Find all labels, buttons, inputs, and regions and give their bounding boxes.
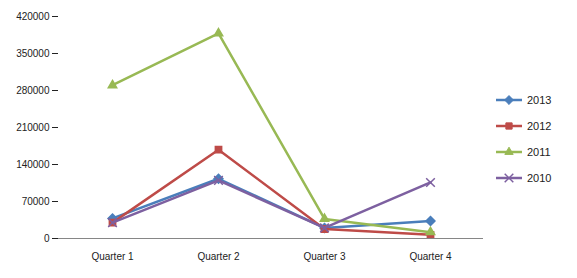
- svg-text:420000: 420000: [16, 11, 50, 22]
- html-text:2010: 2010: [527, 172, 552, 184]
- svg-text:210000: 210000: [16, 122, 50, 133]
- svg-text:140000: 140000: [16, 159, 50, 170]
- svg-text:0: 0: [44, 233, 50, 244]
- svg-text:Quarter 1: Quarter 1: [91, 251, 134, 262]
- svg-text:Quarter 4: Quarter 4: [409, 251, 452, 262]
- svg-text:280000: 280000: [16, 85, 50, 96]
- svg-text:Quarter 2: Quarter 2: [197, 251, 240, 262]
- html-text:2012: 2012: [527, 120, 552, 132]
- svg-text:350000: 350000: [16, 48, 50, 59]
- html-text:2013: 2013: [527, 94, 552, 106]
- svg-text:Quarter 3: Quarter 3: [303, 251, 346, 262]
- html-text:2011: 2011: [527, 146, 551, 158]
- svg-text:70000: 70000: [22, 196, 50, 207]
